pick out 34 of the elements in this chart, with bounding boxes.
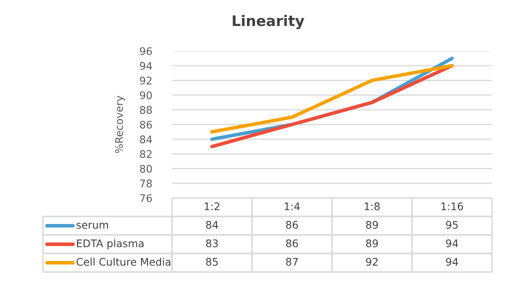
- x-tick-label: 1:2: [204, 202, 220, 210]
- data-label: 89: [366, 220, 378, 229]
- data-label: 94: [446, 239, 458, 248]
- y-tick-label: 94: [140, 62, 152, 70]
- line-series: [210, 64, 454, 148]
- data-label: 95: [446, 220, 458, 229]
- x-tick-label: 1:4: [284, 202, 300, 210]
- y-tick-label: 80: [140, 164, 152, 173]
- data-label: 86: [286, 239, 298, 248]
- data-label: 89: [366, 239, 378, 248]
- legend-label: Cell Culture Media: [76, 258, 170, 266]
- x-tick-label: 1:8: [364, 202, 380, 210]
- line-series: [210, 64, 454, 134]
- data-label: 86: [286, 220, 298, 229]
- data-label: 85: [206, 258, 218, 266]
- legend-label: EDTA plasma: [77, 239, 144, 250]
- y-tick-label: 96: [140, 47, 152, 56]
- y-tick-label: 92: [140, 76, 152, 85]
- data-label: 94: [446, 258, 458, 266]
- y-tick-label: 90: [140, 91, 152, 100]
- data-label: 84: [206, 220, 218, 229]
- data-label: 87: [286, 258, 298, 266]
- chart-title: Linearity: [232, 14, 304, 30]
- y-tick-label: 82: [140, 150, 152, 158]
- y-tick-label: 76: [140, 194, 152, 202]
- y-tick-label: 86: [140, 120, 152, 129]
- legend-label: serum: [76, 222, 108, 229]
- data-label: 92: [366, 258, 378, 266]
- x-tick-label: 1:16: [441, 202, 464, 210]
- y-tick-label: 88: [140, 106, 152, 114]
- y-tick-label: 78: [140, 180, 152, 188]
- y-tick-label: 84: [140, 135, 152, 144]
- y-axis-title: %Recovery: [115, 96, 125, 154]
- data-label: 83: [206, 239, 218, 248]
